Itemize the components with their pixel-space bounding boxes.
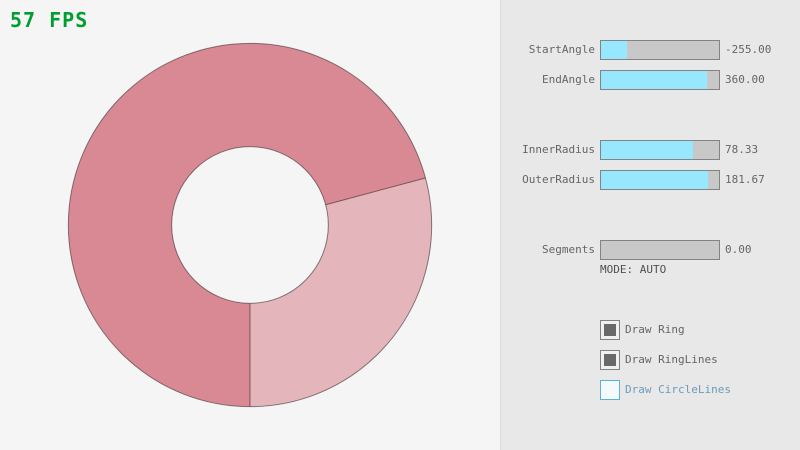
inner-radius-label: InnerRadius — [522, 143, 595, 156]
ring-start-angle-line — [325, 177, 426, 206]
draw-ring-checkbox[interactable] — [600, 320, 620, 340]
segments-label: Segments — [542, 243, 595, 256]
draw-ringlines-checkbox-label: Draw RingLines — [625, 353, 718, 366]
end-angle-slider-fill — [601, 71, 707, 89]
draw-ring-checkbox-row: Draw Ring — [501, 320, 800, 340]
inner-radius-slider-fill — [601, 141, 693, 159]
segments-value: 0.00 — [725, 243, 752, 256]
start-angle-value: -255.00 — [725, 43, 772, 56]
start-angle-slider-fill — [601, 41, 627, 59]
outer-radius-label: OuterRadius — [522, 173, 595, 186]
ring-inner-hole — [171, 146, 329, 304]
end-angle-slider[interactable] — [600, 70, 720, 90]
start-angle-slider-row: StartAngle -255.00 — [501, 40, 800, 60]
draw-circlelines-checkbox[interactable] — [600, 380, 620, 400]
fps-counter: 57 FPS — [10, 8, 89, 32]
segments-slider[interactable] — [600, 240, 720, 260]
draw-ringlines-checkbox-row: Draw RingLines — [501, 350, 800, 370]
outer-radius-slider-row: OuterRadius 181.67 — [501, 170, 800, 190]
outer-radius-value: 181.67 — [725, 173, 765, 186]
ring-outer-outline — [67, 42, 433, 408]
ring-render-canvas — [67, 42, 433, 408]
end-angle-slider-row: EndAngle 360.00 — [501, 70, 800, 90]
draw-ring-checkbox-label: Draw Ring — [625, 323, 685, 336]
draw-circlelines-checkbox-row: Draw CircleLines — [501, 380, 800, 400]
ring-inner-outline — [171, 146, 329, 304]
segments-slider-row: Segments 0.00 — [501, 240, 800, 260]
draw-ring-checkbox-checkmark — [604, 324, 616, 336]
inner-radius-slider-row: InnerRadius 78.33 — [501, 140, 800, 160]
start-angle-label: StartAngle — [528, 43, 595, 56]
start-angle-slider[interactable] — [600, 40, 720, 60]
control-panel: StartAngle -255.00 EndAngle 360.00 Inner… — [500, 0, 800, 450]
outer-radius-slider[interactable] — [600, 170, 720, 190]
draw-ringlines-checkbox-checkmark — [604, 354, 616, 366]
end-angle-value: 360.00 — [725, 73, 765, 86]
ring-single-pass-sector — [250, 177, 432, 407]
inner-radius-value: 78.33 — [725, 143, 759, 156]
segments-mode-text: MODE: AUTO — [600, 263, 667, 276]
ring-outlines — [67, 42, 433, 408]
draw-circlelines-checkbox-label: Draw CircleLines — [625, 383, 731, 396]
outer-radius-slider-fill — [601, 171, 708, 189]
inner-radius-slider[interactable] — [600, 140, 720, 160]
draw-ringlines-checkbox[interactable] — [600, 350, 620, 370]
end-angle-label: EndAngle — [542, 73, 595, 86]
